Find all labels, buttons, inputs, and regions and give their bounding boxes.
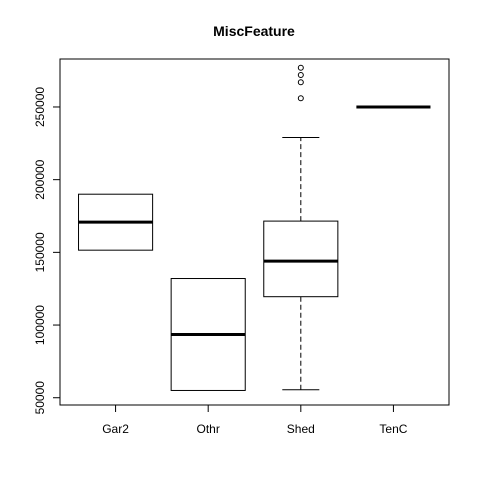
outlier-point [297, 95, 304, 102]
outlier-point [297, 79, 304, 86]
y-axis: 50000 100000 150000 200000 250000 [33, 87, 61, 415]
plot-frame [59, 58, 450, 406]
x-tick-label: Shed [287, 422, 315, 436]
y-tick-label: 100000 [33, 305, 47, 345]
y-tick-label: 50000 [33, 381, 47, 415]
outlier-point [297, 71, 304, 78]
box-gar2 [78, 193, 154, 251]
chart-title: MiscFeature [213, 23, 295, 39]
box-shed [263, 64, 339, 391]
y-tick-label: 150000 [33, 232, 47, 272]
y-tick-label: 250000 [33, 87, 47, 127]
x-axis: Gar2 Othr Shed TenC [102, 404, 408, 436]
x-tick-label: Gar2 [102, 422, 129, 436]
x-tick-label: TenC [379, 422, 407, 436]
outlier-point [297, 64, 304, 71]
x-tick-label: Othr [197, 422, 220, 436]
box-othr [170, 278, 246, 391]
box-body [263, 220, 339, 298]
box-series [78, 64, 431, 391]
y-tick-label: 200000 [33, 159, 47, 199]
